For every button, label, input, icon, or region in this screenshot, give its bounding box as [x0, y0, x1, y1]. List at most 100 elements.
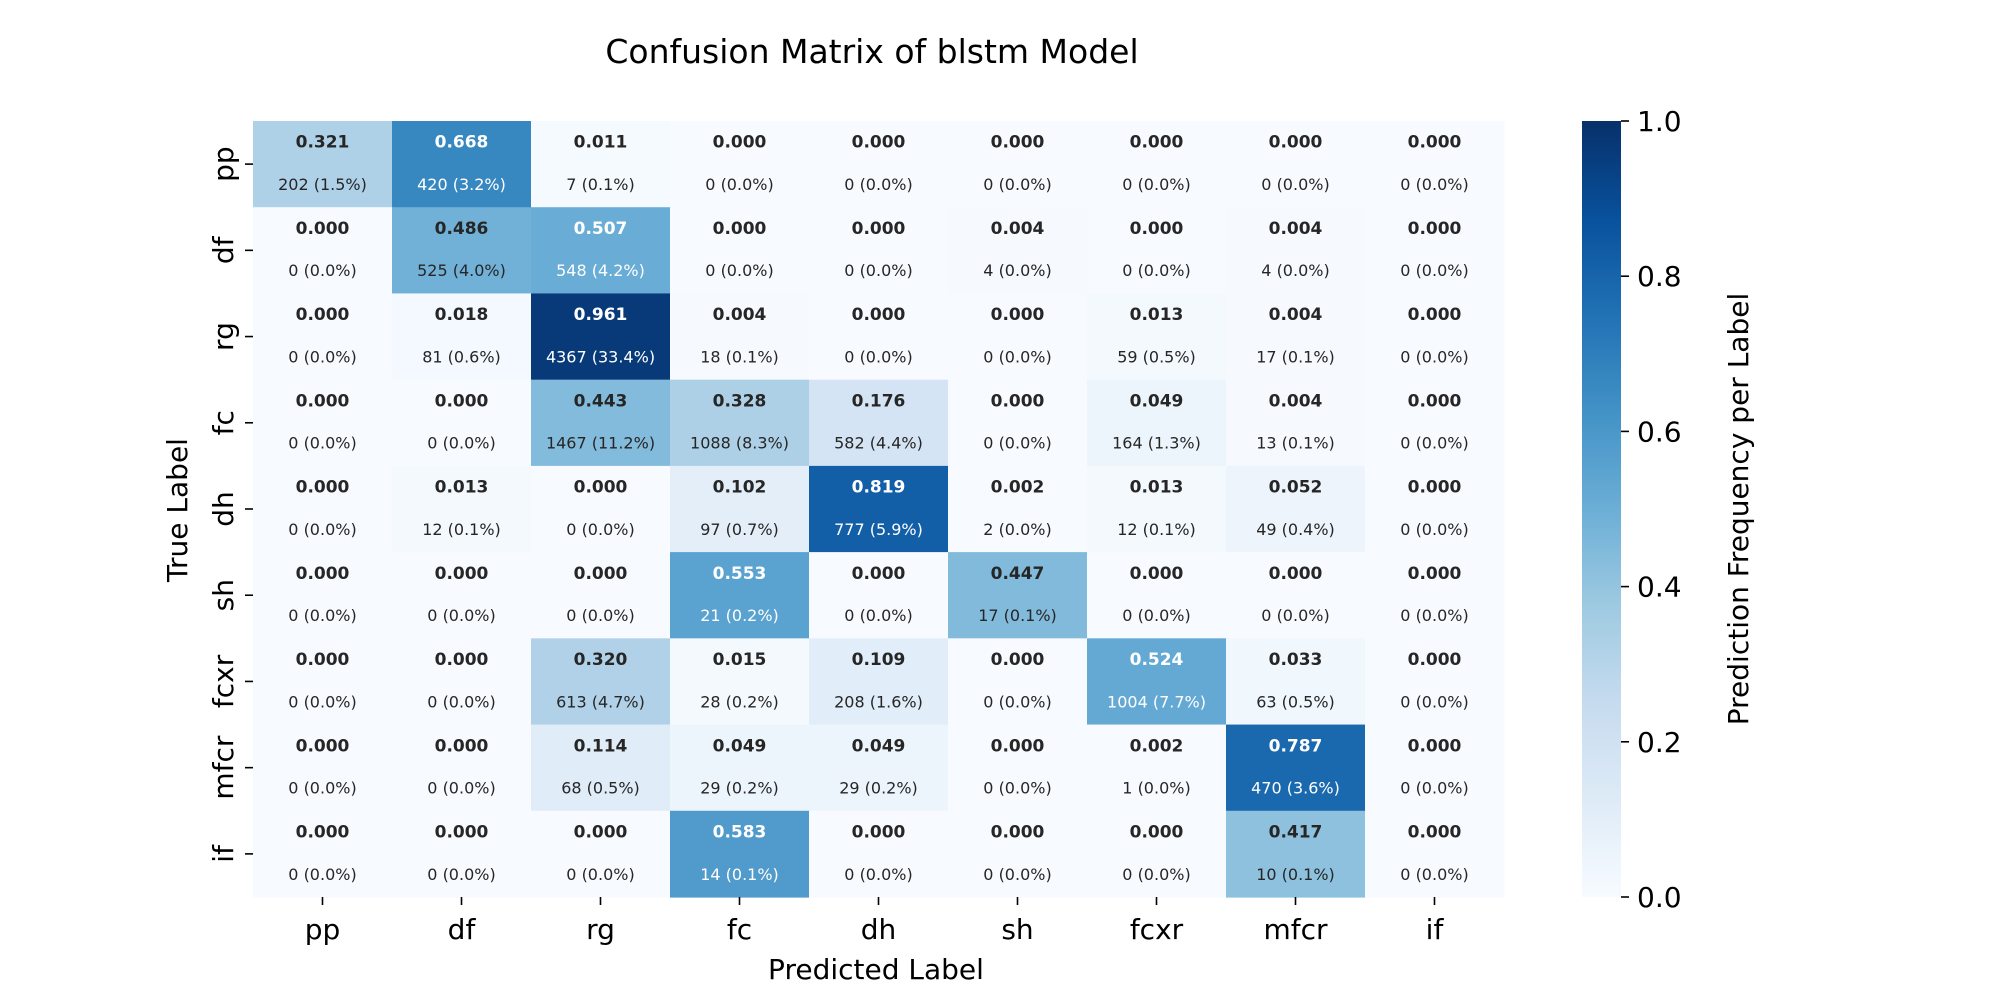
heatmap-cell-df-pp: [253, 207, 393, 295]
heatmap-cells: 0.321 202 (1.5%) 0.668 420 (3.2%) 0.011 7 (0.…: [253, 121, 1505, 898]
cell-value-label: 0.000: [435, 564, 489, 584]
cell-count-label: 0 (0.0%): [844, 865, 912, 884]
cell-value-label: 0.819: [852, 478, 906, 498]
cell-count-label: 0 (0.0%): [844, 606, 912, 625]
heatmap-cell-pp-sh: [948, 121, 1088, 208]
cell-count-label: 0 (0.0%): [983, 692, 1051, 711]
cell-value-label: 0.000: [1130, 564, 1184, 584]
y-tick-label: sh: [207, 579, 240, 611]
cell-value-label: 0.033: [1269, 650, 1323, 670]
cell-value-label: 0.049: [1130, 391, 1184, 411]
heatmap-cell-dh-fcxr: [1087, 465, 1227, 553]
colorbar-ticks: 0.0 0.2 0.4 0.6 0.8 1.0: [1621, 105, 1682, 914]
cell-count-label: 0 (0.0%): [983, 779, 1051, 798]
x-axis-label: Predicted Label: [768, 953, 984, 986]
heatmap-cell-dh-sh: [948, 465, 1088, 553]
x-tick-label: mfcr: [1263, 913, 1328, 946]
cell-count-label: 0 (0.0%): [1400, 347, 1468, 366]
heatmap-cell-mfcr-fc: [670, 724, 810, 812]
heatmap-cell-fc-rg: [531, 379, 671, 467]
cell-count-label: 4 (0.0%): [1261, 261, 1329, 280]
cell-value-label: 0.000: [852, 823, 906, 843]
heatmap-cell-fcxr-fc: [670, 638, 810, 726]
cell-value-label: 0.417: [1269, 823, 1323, 843]
cell-count-label: 0 (0.0%): [1261, 175, 1329, 194]
heatmap-cell-pp-fcxr: [1087, 121, 1227, 208]
cell-count-label: 7 (0.1%): [566, 175, 634, 194]
cell-count-label: 0 (0.0%): [844, 175, 912, 194]
heatmap-cell-mfcr-dh: [809, 724, 949, 812]
heatmap-cell-pp-if: [1365, 121, 1505, 208]
colorbar-tick-label: 1.0: [1637, 105, 1682, 138]
cell-count-label: 0 (0.0%): [1400, 692, 1468, 711]
heatmap-cell-if-dh: [809, 810, 949, 898]
cell-count-label: 0 (0.0%): [427, 606, 495, 625]
cell-count-label: 0 (0.0%): [288, 865, 356, 884]
cell-value-label: 0.004: [713, 305, 767, 325]
cell-count-label: 0 (0.0%): [1400, 520, 1468, 539]
cell-count-label: 582 (4.4%): [834, 434, 923, 453]
heatmap-cell-fcxr-if: [1365, 638, 1505, 726]
cell-value-label: 0.000: [991, 650, 1045, 670]
heatmap-cell-dh-mfcr: [1226, 465, 1366, 553]
cell-value-label: 0.321: [296, 133, 350, 153]
heatmap-cell-fcxr-sh: [948, 638, 1088, 726]
cell-count-label: 0 (0.0%): [566, 606, 634, 625]
heatmap-cell-rg-fc: [670, 293, 810, 381]
cell-count-label: 13 (0.1%): [1256, 434, 1335, 453]
cell-value-label: 0.000: [296, 219, 350, 239]
chart-title: Confusion Matrix of blstm Model: [605, 32, 1138, 71]
heatmap-cell-pp-fc: [670, 121, 810, 208]
cell-count-label: 1088 (8.3%): [690, 434, 789, 453]
heatmap-cell-rg-sh: [948, 293, 1088, 381]
cell-value-label: 0.000: [852, 219, 906, 239]
cell-value-label: 0.583: [713, 823, 767, 843]
cell-value-label: 0.000: [1408, 478, 1462, 498]
cell-count-label: 1467 (11.2%): [546, 434, 655, 453]
heatmap-cell-sh-sh: [948, 552, 1088, 639]
heatmap-cell-sh-rg: [531, 552, 671, 639]
cell-value-label: 0.049: [852, 736, 906, 756]
heatmap-cell-mfcr-fcxr: [1087, 724, 1227, 812]
heatmap-cell-dh-pp: [253, 465, 393, 553]
heatmap-cell-df-df: [392, 207, 532, 295]
heatmap-cell-df-dh: [809, 207, 949, 295]
cell-value-label: 0.052: [1269, 478, 1323, 498]
cell-count-label: 0 (0.0%): [983, 865, 1051, 884]
cell-count-label: 2 (0.0%): [983, 520, 1051, 539]
y-tick-label: pp: [207, 146, 240, 182]
cell-value-label: 0.000: [1269, 133, 1323, 153]
heatmap-cell-sh-mfcr: [1226, 552, 1366, 639]
cell-value-label: 0.000: [991, 823, 1045, 843]
cell-count-label: 0 (0.0%): [705, 175, 773, 194]
heatmap-cell-rg-dh: [809, 293, 949, 381]
heatmap-cell-if-if: [1365, 810, 1505, 898]
cell-count-label: 0 (0.0%): [1400, 606, 1468, 625]
heatmap-cell-if-rg: [531, 810, 671, 898]
cell-value-label: 0.002: [991, 478, 1045, 498]
cell-count-label: 17 (0.1%): [1256, 347, 1335, 366]
cell-value-label: 0.114: [574, 736, 628, 756]
cell-value-label: 0.013: [1130, 478, 1184, 498]
cell-value-label: 0.004: [1269, 219, 1323, 239]
cell-count-label: 208 (1.6%): [834, 692, 923, 711]
cell-value-label: 0.000: [296, 736, 350, 756]
cell-value-label: 0.000: [1408, 219, 1462, 239]
heatmap-cell-sh-if: [1365, 552, 1505, 639]
cell-count-label: 164 (1.3%): [1112, 434, 1201, 453]
cell-value-label: 0.000: [296, 391, 350, 411]
heatmap-cell-rg-df: [392, 293, 532, 381]
colorbar-tick-label: 0.4: [1637, 571, 1682, 604]
cell-count-label: 0 (0.0%): [1400, 779, 1468, 798]
heatmap-cell-if-fcxr: [1087, 810, 1227, 898]
heatmap-cell-fcxr-pp: [253, 638, 393, 726]
cell-value-label: 0.000: [296, 478, 350, 498]
cell-value-label: 0.507: [574, 219, 628, 239]
cell-count-label: 4 (0.0%): [983, 261, 1051, 280]
heatmap-cell-fc-fcxr: [1087, 379, 1227, 467]
heatmap-cell-pp-rg: [531, 121, 671, 208]
cell-count-label: 0 (0.0%): [427, 692, 495, 711]
cell-count-label: 1004 (7.7%): [1107, 692, 1206, 711]
cell-count-label: 548 (4.2%): [556, 261, 645, 280]
cell-value-label: 0.000: [296, 650, 350, 670]
